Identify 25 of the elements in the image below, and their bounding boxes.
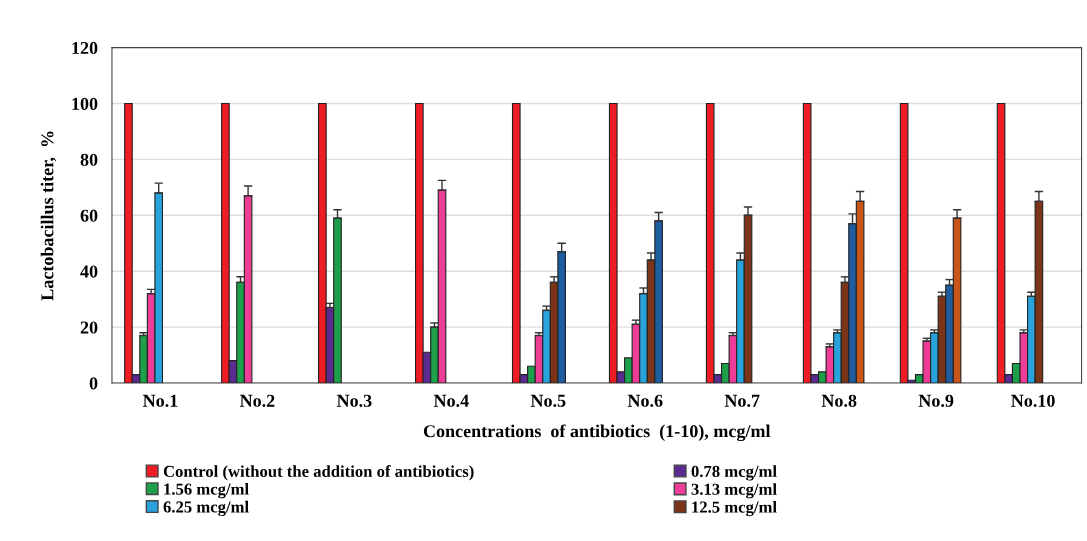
y-tick-label: 120 <box>72 41 98 55</box>
legend-label: 12.5 mcg/ml <box>692 500 777 517</box>
y-tick-label: 40 <box>80 265 98 278</box>
x-tick-label: No.5 <box>530 394 566 407</box>
y-tick-label: 20 <box>80 321 98 334</box>
y-tick-label: 80 <box>80 153 98 166</box>
x-tick-label: No.9 <box>918 394 954 407</box>
y-axis-title: Lactobacillus titer, % <box>40 131 57 301</box>
x-axis-title: Concentrations of antibiotics (1-10), mcg/ml <box>423 424 771 442</box>
legend-label: 3.13 mcg/ml <box>691 483 777 499</box>
x-tick-label: No.6 <box>627 394 663 407</box>
y-tick-label: 100 <box>72 97 98 110</box>
y-tick-label: 0 <box>89 377 98 390</box>
x-tick-label: No.10 <box>1011 394 1055 407</box>
x-tick-label: No.8 <box>821 394 857 407</box>
legend-label: 1.56 mcg/ml <box>164 483 249 499</box>
legend-label: 0.78 mcg/ml <box>691 465 777 481</box>
x-tick-label: No.1 <box>142 394 178 407</box>
y-tick-label: 60 <box>80 209 98 222</box>
x-tick-label: No.3 <box>336 394 372 407</box>
legend-label: Control (without the addition of antibiotics) <box>163 465 474 481</box>
x-tick-label: No.2 <box>239 394 275 407</box>
legend-label: 6.25 mcg/ml <box>163 500 249 517</box>
x-tick-label: No.4 <box>433 394 469 407</box>
x-tick-label: No.7 <box>724 394 760 407</box>
